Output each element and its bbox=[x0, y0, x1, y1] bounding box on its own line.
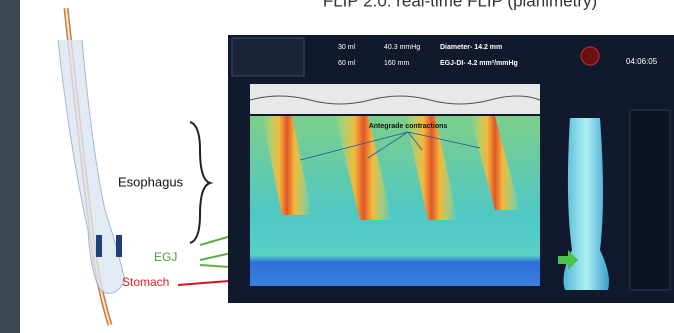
diameter: Diameter- 14.2 mm bbox=[440, 44, 502, 51]
volume: 30 ml bbox=[338, 44, 356, 51]
clock: 04:06:05 bbox=[626, 57, 658, 66]
annotation: Antegrade contractions bbox=[369, 123, 448, 130]
pressure-trace bbox=[250, 84, 540, 114]
esophagus-wall bbox=[58, 40, 125, 293]
egj-marker bbox=[116, 235, 122, 257]
brace bbox=[190, 122, 210, 243]
volume: 60 ml bbox=[338, 60, 356, 67]
length: 160 mm bbox=[384, 60, 409, 67]
label-egj: EGJ bbox=[154, 250, 177, 264]
monitor-box bbox=[232, 38, 304, 76]
label-stomach: Stomach bbox=[122, 275, 169, 289]
stop-button[interactable] bbox=[581, 47, 599, 65]
side-strip bbox=[0, 0, 20, 333]
egj-di: EGJ-DI- 4.2 mm²/mmHg bbox=[440, 60, 518, 67]
diameter-table bbox=[630, 110, 670, 290]
egj-marker bbox=[96, 235, 102, 257]
title: FLIP 2.0: real-time FLIP (planimetry) bbox=[323, 0, 597, 10]
label-esophagus: Esophagus bbox=[118, 174, 184, 189]
figure: FLIP 2.0: real-time FLIP (planimetry) Es… bbox=[0, 0, 674, 333]
pressure: 40.3 mmHg bbox=[384, 44, 420, 51]
